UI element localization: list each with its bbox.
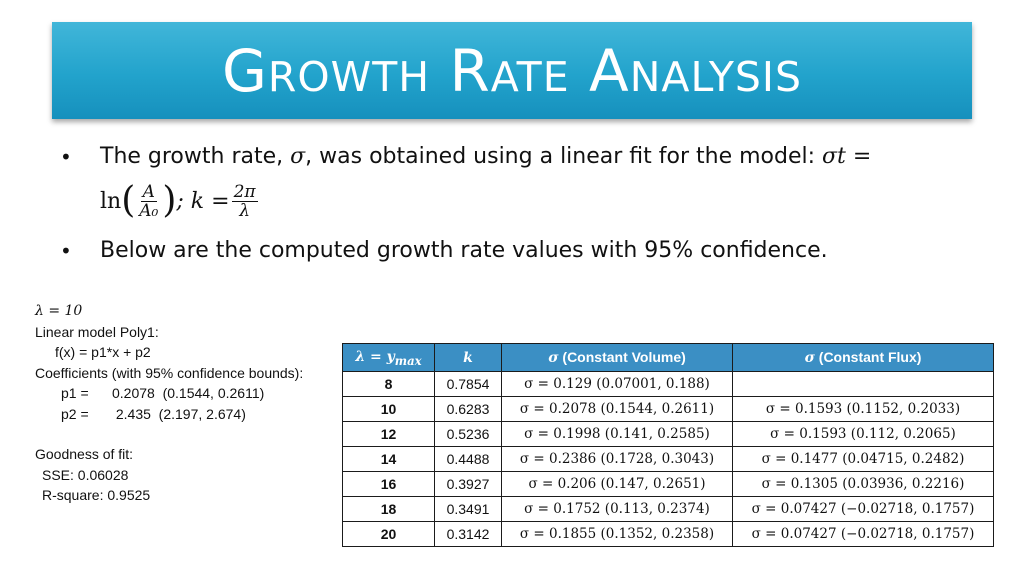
cell-constant-flux: σ = 0.1593 (0.1152, 0.2033): [732, 396, 994, 422]
p1-line: p1 = 0.2078 (0.1544, 0.2611): [61, 385, 265, 401]
coefficients-line: Coefficients (with 95% confidence bounds…: [35, 364, 304, 381]
cell-constant-flux: σ = 0.1593 (0.112, 0.2065): [732, 421, 994, 447]
cell-constant-volume: σ = 0.2386 (0.1728, 0.3043): [501, 446, 733, 472]
bullet1-intro: The growth rate,: [100, 144, 291, 169]
slide-title: Growth Rate Analysis: [221, 36, 803, 105]
cell-k: 0.6283: [434, 396, 502, 422]
table-row: 16 0.3927 σ = 0.206 (0.147, 0.2651) σ = …: [342, 471, 994, 497]
header-constant-volume: σ (Constant Volume): [501, 343, 733, 372]
k-definition: ; k =: [176, 188, 230, 214]
wavenumber-fraction: 2π λ: [231, 181, 258, 221]
table-row: 8 0.7854 σ = 0.129 (0.07001, 0.188): [342, 371, 994, 397]
table-row: 20 0.3142 σ = 0.1855 (0.1352, 0.2358) σ …: [342, 521, 994, 547]
bullet1-middle: , was obtained using a linear fit for th…: [305, 144, 823, 169]
table-row: 12 0.5236 σ = 0.1998 (0.141, 0.2585) σ =…: [342, 421, 994, 447]
growth-rate-table: λ = ymax k σ (Constant Volume) σ (Consta…: [342, 343, 994, 547]
cell-constant-volume: σ = 0.1998 (0.141, 0.2585): [501, 421, 733, 447]
cell-k: 0.3142: [434, 521, 502, 547]
cell-k: 0.4488: [434, 446, 502, 472]
cell-k: 0.3491: [434, 496, 502, 522]
cell-lambda: 18: [342, 496, 435, 522]
formula-line: f(x) = p1*x + p2: [55, 344, 151, 360]
k-numerator: 2π: [231, 181, 258, 202]
cell-lambda: 14: [342, 446, 435, 472]
cell-lambda: 12: [342, 421, 435, 447]
cell-lambda: 16: [342, 471, 435, 497]
bullet-marker: •: [60, 145, 72, 169]
bullet-item-2: • Below are the computed growth rate val…: [60, 234, 940, 268]
header-constant-flux: σ (Constant Flux): [732, 343, 994, 372]
bullet-text-1: The growth rate, σ, was obtained using a…: [100, 140, 871, 174]
cell-constant-flux: [732, 371, 994, 397]
cell-lambda: 20: [342, 521, 435, 547]
fraction-denominator: A₀: [139, 200, 159, 221]
ln-symbol: ln: [100, 188, 122, 214]
lambda-line: λ = 10: [35, 303, 83, 319]
cell-constant-flux: σ = 0.1477 (0.04715, 0.2482): [732, 446, 994, 472]
model-formula: ln ( A A₀ ) ; k = 2π λ: [100, 174, 940, 228]
cell-constant-volume: σ = 0.1752 (0.113, 0.2374): [501, 496, 733, 522]
cell-constant-flux: σ = 0.07427 (−0.02718, 0.1757): [732, 496, 994, 522]
fit-output-block: λ = 10 Linear model Poly1: f(x) = p1*x +…: [35, 301, 303, 506]
k-denominator: λ: [239, 200, 250, 221]
table-row: 10 0.6283 σ = 0.2078 (0.1544, 0.2611) σ …: [342, 396, 994, 422]
cell-constant-volume: σ = 0.129 (0.07001, 0.188): [501, 371, 733, 397]
paren-close: ): [162, 180, 177, 221]
header-k: k: [434, 343, 502, 372]
header-lambda: λ = ymax: [342, 343, 435, 372]
table-row: 14 0.4488 σ = 0.2386 (0.1728, 0.3043) σ …: [342, 446, 994, 472]
bullet-text-2: Below are the computed growth rate value…: [100, 238, 828, 263]
bullet-marker: •: [60, 239, 72, 263]
goodness-of-fit-line: Goodness of fit:: [35, 446, 134, 462]
model-lhs: σt =: [822, 144, 872, 169]
model-line: Linear model Poly1:: [35, 323, 159, 340]
spacer: [35, 424, 303, 444]
cell-lambda: 8: [342, 371, 435, 397]
table-header-row: λ = ymax k σ (Constant Volume) σ (Consta…: [342, 343, 994, 372]
cell-lambda: 10: [342, 396, 435, 422]
title-banner: Growth Rate Analysis: [52, 22, 972, 119]
bullet-item-1: • The growth rate, σ, was obtained using…: [60, 140, 940, 174]
rsquare-line: R-square: 0.9525: [42, 487, 151, 503]
cell-k: 0.3927: [434, 471, 502, 497]
cell-constant-flux: σ = 0.07427 (−0.02718, 0.1757): [732, 521, 994, 547]
sse-line: SSE: 0.06028: [42, 466, 129, 483]
area-ratio-fraction: A A₀: [137, 183, 160, 220]
table-row: 18 0.3491 σ = 0.1752 (0.113, 0.2374) σ =…: [342, 496, 994, 522]
cell-constant-volume: σ = 0.1855 (0.1352, 0.2358): [501, 521, 733, 547]
bullet-list: • The growth rate, σ, was obtained using…: [60, 140, 940, 268]
fraction-numerator: A: [140, 181, 157, 202]
paren-open: (: [121, 180, 136, 221]
cell-k: 0.5236: [434, 421, 502, 447]
cell-k: 0.7854: [434, 371, 502, 397]
p2-line: p2 = 2.435 (2.197, 2.674): [61, 405, 246, 422]
sigma-symbol: σ: [290, 144, 306, 169]
cell-constant-volume: σ = 0.206 (0.147, 0.2651): [501, 471, 733, 497]
cell-constant-flux: σ = 0.1305 (0.03936, 0.2216): [732, 471, 994, 497]
cell-constant-volume: σ = 0.2078 (0.1544, 0.2611): [501, 396, 733, 422]
